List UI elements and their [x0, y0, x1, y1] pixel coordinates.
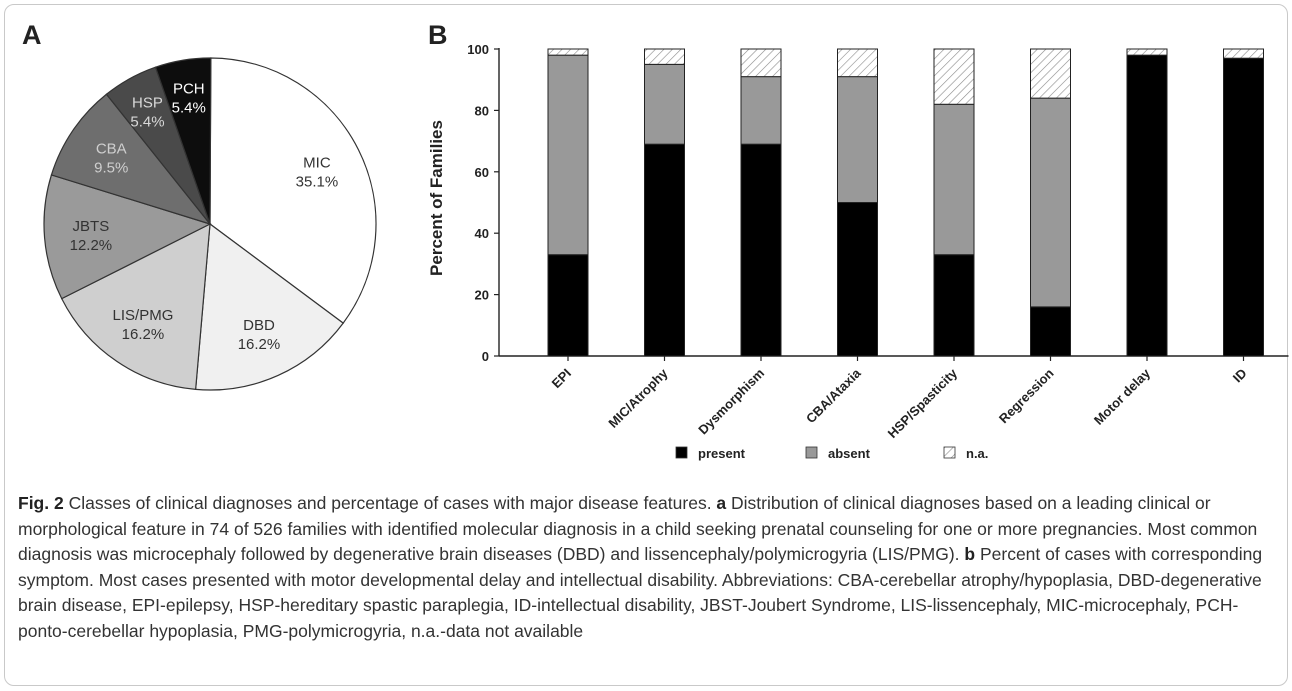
bar-mic-atrophy-absent: [644, 63, 685, 145]
bar-hsp-spasticity-n-a: [933, 48, 975, 105]
bar-regression-n-a: [1030, 48, 1071, 99]
caption-text-3: Percent of cases with corresponding symp…: [18, 544, 1263, 641]
bar-motor-delay-n-a: [1126, 48, 1168, 56]
bar-epi-n-a: [547, 48, 589, 56]
caption-fig-label: Fig. 2: [18, 493, 64, 513]
legend-label-n-a: n.a.: [966, 446, 988, 461]
y-axis-label: Percent of Families: [427, 120, 446, 276]
caption-text-2: Distribution of clinical diagnoses based…: [18, 493, 1258, 564]
bar-epi-present: [547, 254, 589, 357]
x-tick-label-dysmorphism: Dysmorphism: [695, 366, 767, 438]
y-tick-label-60: 60: [475, 165, 489, 180]
bar-regression-present: [1030, 306, 1071, 357]
pie-label-pch: PCH: [173, 80, 205, 97]
pie-value-lis-pmg: 16.2%: [122, 326, 165, 343]
bar-hsp-spasticity-absent: [933, 103, 975, 256]
bar-dysmorphism-n-a: [740, 48, 782, 78]
pie-value-pch: 5.4%: [172, 99, 206, 116]
pie-value-dbd: 16.2%: [238, 336, 281, 353]
chart-legend: present absent n.a.: [675, 446, 988, 461]
panel-b-label: B: [428, 20, 448, 50]
bar-id-present: [1223, 57, 1264, 357]
bar-dysmorphism-present: [740, 143, 782, 357]
pie-label-dbd: DBD: [243, 317, 275, 334]
legend-label-present: present: [698, 446, 746, 461]
x-tick-label-hsp-spasticity: HSP/Spasticity: [885, 365, 961, 441]
x-tick-label-epi: EPI: [549, 366, 574, 391]
bar-dysmorphism-absent: [740, 76, 782, 145]
x-tick-label-motor-delay: Motor delay: [1091, 365, 1154, 428]
bar-regression-absent: [1030, 97, 1071, 308]
pie-slice-jbts: [43, 174, 212, 300]
y-tick-label-40: 40: [475, 226, 489, 241]
pie-value-mic: 35.1%: [296, 174, 339, 191]
bar-epi-absent: [547, 54, 589, 256]
x-tick-label-cba-ataxia: CBA/Ataxia: [803, 365, 864, 426]
bar-cba-ataxia-n-a: [837, 48, 878, 78]
pie-label-lis-pmg: LIS/PMG: [113, 307, 174, 324]
y-tick-label-100: 100: [467, 42, 489, 57]
legend-label-absent: absent: [828, 446, 871, 461]
figure-caption: Fig. 2 Classes of clinical diagnoses and…: [18, 491, 1280, 644]
pie-label-mic: MIC: [303, 155, 331, 172]
panel-a-label: A: [22, 20, 42, 50]
bar-cba-ataxia-present: [837, 202, 878, 357]
pie-slice-dbd: [194, 222, 345, 391]
y-tick-label-20: 20: [475, 288, 489, 303]
pie-label-hsp: HSP: [132, 95, 163, 112]
bar-motor-delay-present: [1126, 54, 1168, 357]
pie-chart: MIC 35.1% DBD 16.2% LIS/PMG 16.2% JBTS 12.2% CBA…: [43, 57, 377, 391]
figure-frame: [4, 4, 1288, 686]
bar-cba-ataxia-absent: [837, 76, 878, 203]
pie-value-jbts: 12.2%: [70, 237, 113, 254]
caption-a-label: a: [716, 493, 727, 513]
y-tick-label-80: 80: [475, 103, 489, 118]
bar-mic-atrophy-n-a: [644, 48, 685, 65]
bar-id-n-a: [1223, 48, 1264, 59]
x-tick-label-mic-atrophy: MIC/Atrophy: [605, 365, 671, 431]
bar-mic-atrophy-present: [644, 143, 685, 357]
caption-b-label: b: [964, 544, 976, 564]
legend-swatch-absent: [805, 446, 818, 459]
pie-value-hsp: 5.4%: [130, 114, 164, 131]
bar-chart: 0 20 40 60 80 100 EPI MIC/Atrophy Dysmorphism CBA…: [467, 42, 1289, 441]
bar-hsp-spasticity-present: [933, 254, 975, 357]
pie-slice-cba: [50, 93, 212, 226]
pie-label-cba: CBA: [96, 141, 127, 158]
y-tick-label-0: 0: [482, 349, 489, 364]
legend-swatch-n-a: [943, 446, 956, 459]
pie-label-jbts: JBTS: [73, 218, 110, 235]
pie-value-cba: 9.5%: [94, 160, 128, 177]
x-tick-label-id: ID: [1230, 366, 1250, 386]
figure-svg: A MIC 35.1% DBD 16.2% LIS/PMG 16.2% JBTS 12.2% C…: [22, 20, 1289, 461]
pie-slice-pch: [154, 57, 212, 225]
pie-slice-mic: [209, 57, 377, 324]
legend-swatch-present: [675, 446, 688, 459]
x-tick-label-regression: Regression: [996, 365, 1057, 426]
caption-text-1: Classes of clinical diagnoses and percen…: [63, 493, 717, 513]
pie-slice-lis-pmg: [60, 222, 211, 391]
